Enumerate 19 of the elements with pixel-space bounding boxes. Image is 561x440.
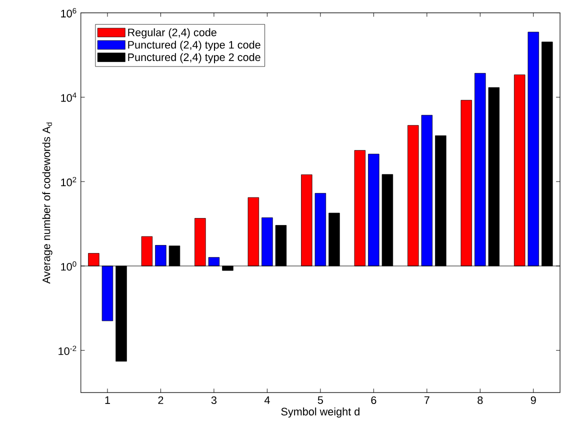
x-tick-label: 5 [318,396,323,404]
y-tick-label: 10$^{2}$ [61,177,76,186]
x-tick-label: 1 [105,396,110,404]
y-tick-label: 10$^{0}$ [61,261,76,271]
x-tick-label: 9 [530,396,536,404]
x-axis-title: Symbol weight d [281,408,360,418]
x-tick-label: 3 [211,396,216,404]
y-tick-label: 10$^{4}$ [61,92,76,102]
legend-label: Punctured (2,4) type 2 code [128,53,260,64]
x-tick-label: 8 [478,396,483,404]
y-tick-label: 10$^{-2}$ [58,346,76,356]
x-tick-label: 6 [371,396,376,404]
legend-label: Punctured (2,4) type 1 code [128,40,260,51]
x-tick-label: 7 [424,396,430,404]
y-axis-title: Average number of codewords A$_{d}$ [42,122,52,284]
x-tick-label: 4 [264,396,270,404]
legend-label: Regular (2,4) code [128,28,216,38]
x-tick-label: 2 [158,396,164,404]
y-tick-label: 10$^{6}$ [61,8,76,18]
